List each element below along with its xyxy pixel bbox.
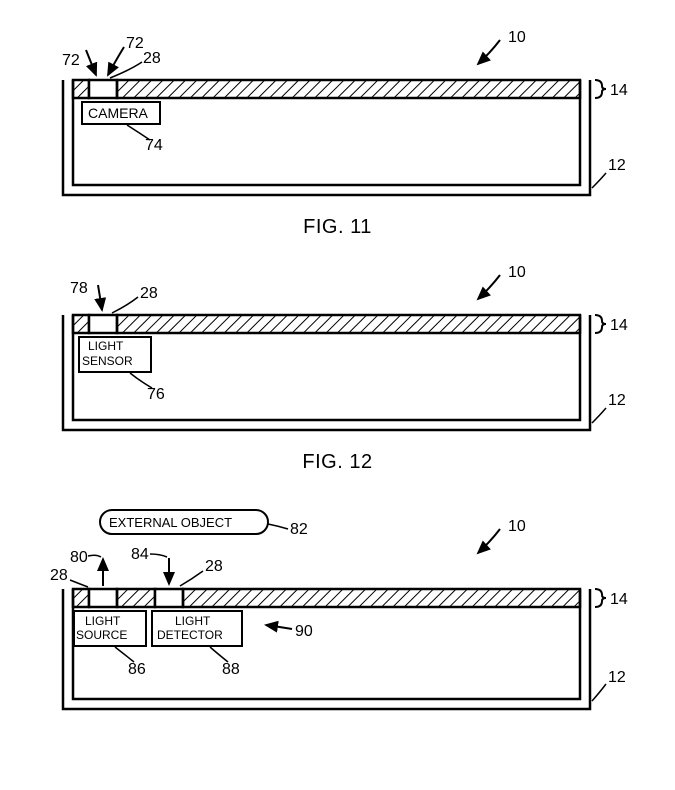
figure-11: 10 CAMERA 72 72 28 74 <box>30 20 645 210</box>
ref-76: 76 <box>147 386 165 403</box>
light-detector-label-l1: LIGHT <box>175 614 211 628</box>
ref-72b: 72 <box>126 35 144 52</box>
ref-82: 82 <box>290 521 308 538</box>
camera-label: CAMERA <box>88 105 149 121</box>
light-sensor-label-l2: SENSOR <box>82 354 133 368</box>
fig11-svg: 10 CAMERA 72 72 28 74 <box>30 20 645 210</box>
external-object-label: EXTERNAL OBJECT <box>109 515 232 530</box>
ref-84: 84 <box>131 546 149 563</box>
figure-12: 10 LIGHT SENSOR 78 28 76 14 <box>30 255 645 445</box>
ref-86: 86 <box>128 661 146 678</box>
ref-78: 78 <box>70 280 88 297</box>
ref-10: 10 <box>508 29 526 46</box>
light-source-label-l2: SOURCE <box>76 628 127 642</box>
ref-74: 74 <box>145 137 163 154</box>
light-sensor-label-l1: LIGHT <box>88 339 124 353</box>
light-detector-label-l2: DETECTOR <box>157 628 223 642</box>
ref-14: 14 <box>610 82 628 99</box>
ref-28: 28 <box>140 285 158 302</box>
ref-80: 80 <box>70 549 88 566</box>
fig12-caption: FIG. 12 <box>0 451 675 474</box>
fig13-svg: 10 EXTERNAL OBJECT 82 LIGHT SOURCE LIGHT <box>30 494 645 724</box>
ref-28b: 28 <box>205 558 223 575</box>
ref-72a: 72 <box>62 52 80 69</box>
fig12-svg: 10 LIGHT SENSOR 78 28 76 14 <box>30 255 645 445</box>
ref-88: 88 <box>222 661 240 678</box>
fig11-caption: FIG. 11 <box>0 216 675 239</box>
ref-14: 14 <box>610 591 628 608</box>
ref-12: 12 <box>608 392 626 409</box>
ref-12: 12 <box>608 669 626 686</box>
light-source-label-l1: LIGHT <box>85 614 121 628</box>
ref-14: 14 <box>610 317 628 334</box>
ref-28: 28 <box>143 50 161 67</box>
ref-90: 90 <box>295 623 313 640</box>
ref-28a: 28 <box>50 567 68 584</box>
ref-10: 10 <box>508 264 526 281</box>
ref-10: 10 <box>508 518 526 535</box>
ref-12: 12 <box>608 157 626 174</box>
figure-13: 10 EXTERNAL OBJECT 82 LIGHT SOURCE LIGHT <box>30 494 645 724</box>
